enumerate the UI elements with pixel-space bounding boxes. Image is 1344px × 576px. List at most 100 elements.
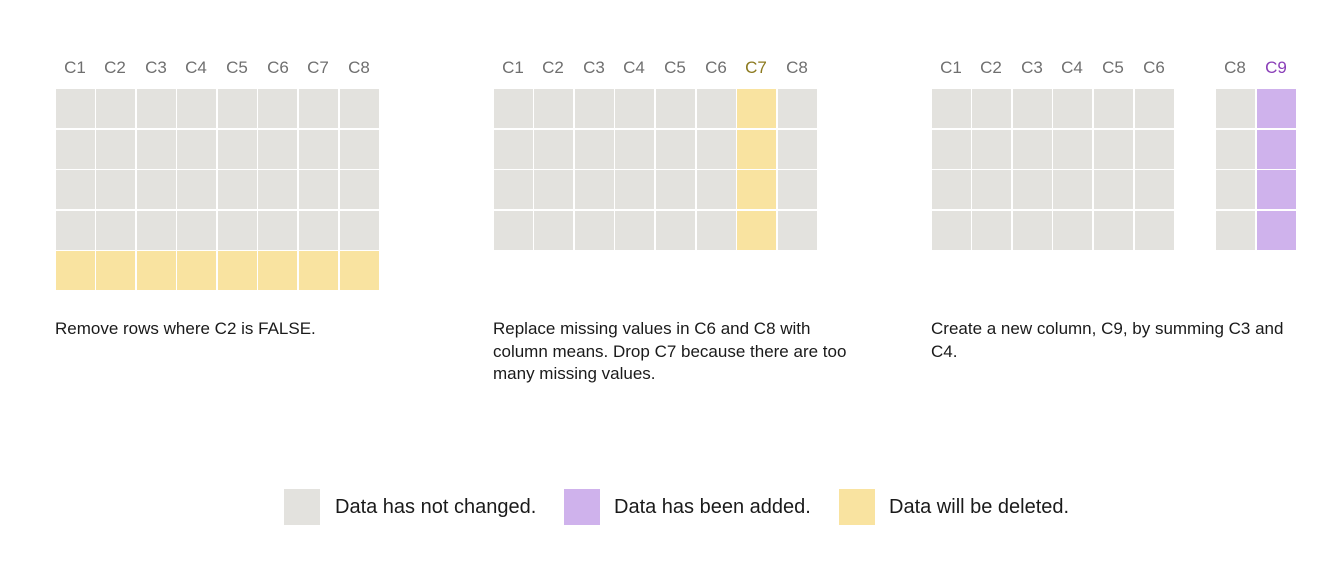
grid-cell — [656, 170, 695, 209]
grid-cell — [299, 251, 338, 290]
grid-cell — [1094, 211, 1133, 250]
grid-cell — [299, 170, 338, 209]
grid-cell — [932, 89, 971, 128]
column-header-c4: C4 — [185, 58, 207, 77]
column-header-c2: C2 — [980, 58, 1002, 77]
grid-cell — [1257, 130, 1296, 169]
grid-cell — [137, 211, 176, 250]
column-header-c7: C7 — [745, 58, 767, 77]
grid-cell — [1216, 211, 1255, 250]
grid-cell — [299, 130, 338, 169]
grid-cell — [778, 130, 817, 169]
grid-cell — [258, 130, 297, 169]
column-header-c4: C4 — [1061, 58, 1083, 77]
grid-cell — [56, 130, 95, 169]
grid-cell — [177, 130, 216, 169]
legend-label-unchanged: Data has not changed. — [335, 496, 537, 518]
column-header-c5: C5 — [1102, 58, 1124, 77]
grid-cell — [1257, 211, 1296, 250]
grid-cell — [299, 211, 338, 250]
grid-cell — [96, 251, 135, 290]
grid-cell — [137, 251, 176, 290]
grid-cell — [1216, 130, 1255, 169]
legend-swatch-unchanged — [284, 489, 320, 525]
column-header-c3: C3 — [145, 58, 167, 77]
grid-cell — [932, 130, 971, 169]
grid-cell — [494, 130, 533, 169]
grid-cell — [575, 211, 614, 250]
grid-cell — [737, 170, 776, 209]
grid-cell — [340, 211, 379, 250]
column-header-c6: C6 — [1143, 58, 1165, 77]
column-header-c3: C3 — [1021, 58, 1043, 77]
grid-cell — [218, 211, 257, 250]
grid-cell — [615, 89, 654, 128]
grid-cell — [1013, 130, 1052, 169]
grid-cell — [1135, 170, 1174, 209]
grid-cell — [534, 170, 573, 209]
grid-cell — [258, 211, 297, 250]
column-header-c2: C2 — [542, 58, 564, 77]
grid-cell — [778, 211, 817, 250]
grid-cell — [177, 89, 216, 128]
column-header-c8: C8 — [348, 58, 370, 77]
grid-cell — [494, 170, 533, 209]
grid-cell — [1094, 130, 1133, 169]
grid-cell — [972, 89, 1011, 128]
grid-cell — [737, 211, 776, 250]
grid-cell — [137, 170, 176, 209]
grid-cell — [494, 211, 533, 250]
grid-cell — [258, 251, 297, 290]
grid-cell — [534, 89, 573, 128]
grid-cell — [340, 89, 379, 128]
grid-cell — [697, 170, 736, 209]
grid-cell — [972, 211, 1011, 250]
grid-cell — [340, 170, 379, 209]
grid-cell — [534, 130, 573, 169]
column-header-c5: C5 — [664, 58, 686, 77]
grid-cell — [1216, 89, 1255, 128]
grid-cell — [218, 89, 257, 128]
grid-cell — [177, 170, 216, 209]
grid-cell — [258, 89, 297, 128]
grid-cell — [340, 251, 379, 290]
grid-cell — [1053, 130, 1092, 169]
grid-cell — [96, 211, 135, 250]
grid-cell — [1257, 170, 1296, 209]
grid-cell — [534, 211, 573, 250]
grid-cell — [96, 89, 135, 128]
grid-cell — [656, 89, 695, 128]
grid-cell — [778, 89, 817, 128]
grid-cell — [575, 170, 614, 209]
grid-cell — [737, 130, 776, 169]
grid-cell — [932, 211, 971, 250]
grid-cell — [697, 89, 736, 128]
column-header-c6: C6 — [705, 58, 727, 77]
grid-cell — [1013, 170, 1052, 209]
grid-cell — [697, 130, 736, 169]
panel-caption: Remove rows where C2 is FALSE. — [55, 319, 316, 338]
grid-cell — [932, 170, 971, 209]
grid-cell — [494, 89, 533, 128]
grid-cell — [258, 170, 297, 209]
grid-cell — [56, 89, 95, 128]
grid-cell — [575, 89, 614, 128]
grid-cell — [575, 130, 614, 169]
legend-swatch-added — [564, 489, 600, 525]
grid-cell — [1013, 89, 1052, 128]
grid-cell — [737, 89, 776, 128]
grid-cell — [96, 170, 135, 209]
grid-cell — [1257, 89, 1296, 128]
grid-cell — [177, 251, 216, 290]
grid-cell — [1094, 89, 1133, 128]
grid-cell — [972, 170, 1011, 209]
column-header-c3: C3 — [583, 58, 605, 77]
column-header-c1: C1 — [502, 58, 524, 77]
grid-cell — [218, 170, 257, 209]
grid-cell — [778, 170, 817, 209]
column-header-c7: C7 — [307, 58, 329, 77]
grid-cell — [615, 170, 654, 209]
panel-caption: Create a new column, C9, by summing C3 a… — [931, 319, 1284, 361]
grid-cell — [56, 211, 95, 250]
grid-cell — [1135, 211, 1174, 250]
